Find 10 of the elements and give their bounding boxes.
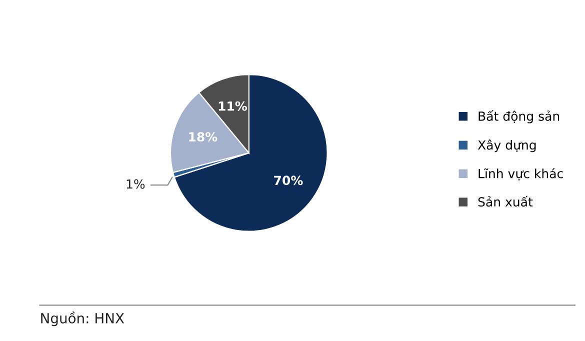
text: Nguồn: HNX	[41, 312, 124, 326]
legend-label: Lĩnh vực khác	[478, 168, 563, 180]
legend-label: Xây dựng	[478, 140, 536, 152]
legend-label: Sản xuất	[478, 196, 533, 207]
data-label: 11%	[218, 101, 248, 111]
data-label: 1%	[126, 179, 145, 189]
legend-label: Bất động sản	[478, 110, 560, 124]
data-label: 18%	[189, 132, 218, 142]
pie-slice	[174, 74, 328, 232]
data-label: 70%	[274, 176, 303, 186]
